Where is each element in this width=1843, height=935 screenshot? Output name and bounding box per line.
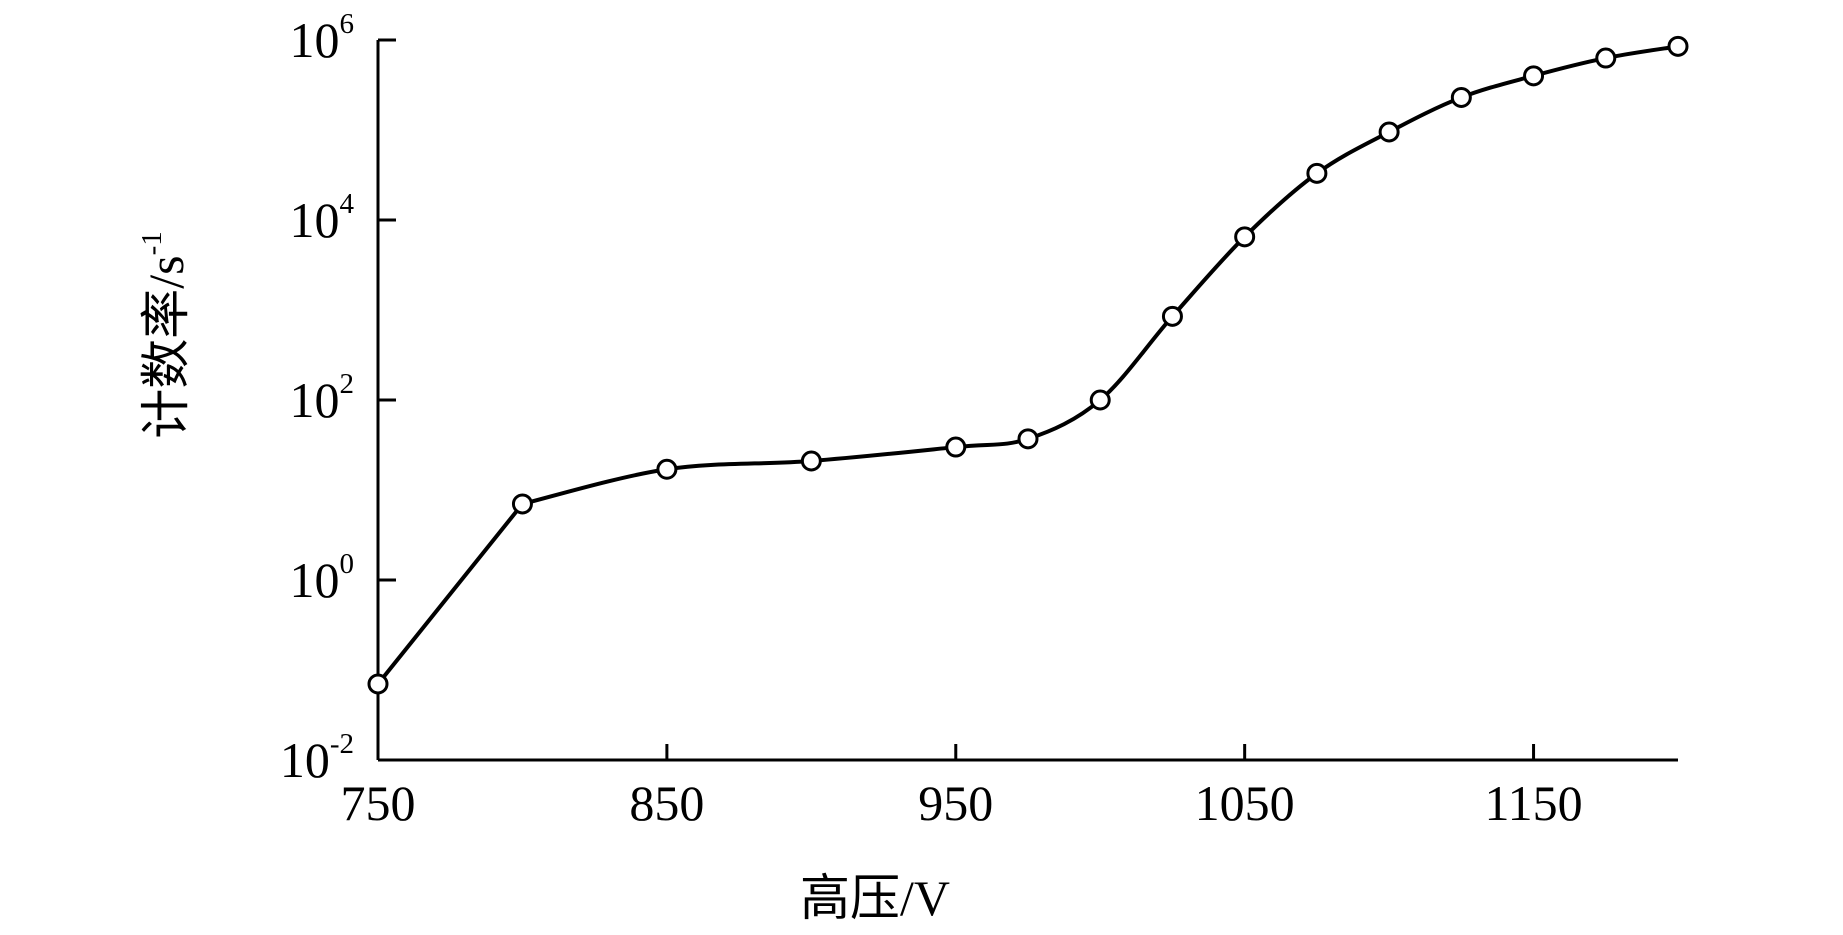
y-ticks: 10-2 100 102 104 106 [280, 8, 396, 788]
x-tick-label: 1050 [1195, 775, 1295, 831]
x-tick-label: 1150 [1484, 775, 1582, 831]
y-tick-label: 104 [290, 188, 355, 248]
x-tick-label: 750 [341, 775, 416, 831]
data-point [1017, 428, 1039, 450]
data-point [1378, 121, 1400, 143]
y-tick-label: 106 [290, 8, 355, 68]
x-ticks: 750 850 950 1050 1150 [341, 744, 1583, 831]
data-point [1234, 226, 1256, 248]
data-point [1667, 35, 1689, 57]
data-point [800, 450, 822, 472]
data-point [1450, 86, 1472, 108]
x-tick-label: 950 [918, 775, 993, 831]
y-axis-label-exponent: -1 [136, 231, 168, 255]
data-point [656, 458, 678, 480]
x-axis-label: 高压/V [800, 870, 950, 926]
y-axis-label: 计数率/s-1 [136, 231, 194, 439]
series [367, 35, 1689, 695]
x-tick-label: 850 [629, 775, 704, 831]
data-point [511, 493, 533, 515]
y-axis-label-text: 计数率/s [138, 255, 194, 438]
data-point [1523, 65, 1545, 87]
series-line [376, 44, 1679, 686]
data-point [1306, 162, 1328, 184]
data-point [367, 673, 389, 695]
y-tick-label: 10-2 [280, 728, 354, 788]
data-point [1161, 305, 1183, 327]
axes [376, 40, 1678, 762]
y-tick-label: 102 [290, 368, 355, 428]
data-point [1595, 47, 1617, 69]
data-point [945, 436, 967, 458]
y-tick-label: 100 [290, 548, 355, 608]
data-point [1089, 389, 1111, 411]
